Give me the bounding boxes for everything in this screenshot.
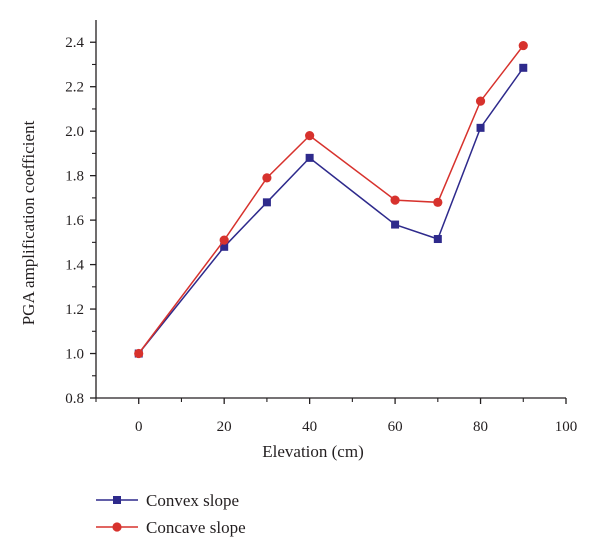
data-point-convex-slope [391, 220, 400, 229]
y-tick-label: 1.4 [65, 258, 84, 274]
y-tick-label: 1.6 [65, 213, 84, 229]
y-tick-label: 0.8 [65, 391, 84, 407]
data-point-concave-slope [518, 40, 528, 51]
data-point-concave-slope [134, 348, 144, 359]
axes: 0.8 1.0 1.2 1.4 1.6 1.8 2.0 2.2 2.4 0 20 40 60 80 100 [65, 20, 577, 435]
data-point-convex-slope [476, 123, 485, 132]
data-point-concave-slope [262, 173, 272, 183]
series-line-convex-slope [138, 67, 524, 354]
x-tick-label: 0 [135, 419, 143, 435]
y-tick-label: 2.4 [65, 35, 84, 51]
data-point-convex-slope [433, 235, 442, 244]
data-point-convex-slope [262, 198, 271, 207]
data-point-concave-slope [305, 131, 315, 141]
data-point-concave-slope [390, 195, 400, 205]
legend: Convex slope Concave slope [96, 491, 246, 537]
x-axis-title: Elevation (cm) [262, 442, 364, 461]
y-tick-label: 2.0 [65, 124, 84, 140]
y-axis-ticks: 0.8 1.0 1.2 1.4 1.6 1.8 2.0 2.2 2.4 [65, 35, 96, 407]
y-tick-label: 2.2 [65, 80, 84, 96]
legend-circle-marker-icon [112, 522, 122, 532]
series-line-concave-slope [138, 45, 524, 354]
y-tick-label: 1.2 [65, 302, 84, 318]
y-axis-title: PGA amplification coefficient [19, 120, 38, 325]
x-tick-label: 100 [555, 419, 578, 435]
y-tick-label: 1.0 [65, 347, 84, 363]
series-concave-slope [134, 40, 528, 359]
series-convex-slope [134, 63, 528, 358]
legend-label-concave-slope: Concave slope [146, 518, 246, 537]
x-tick-label: 80 [473, 419, 488, 435]
data-point-concave-slope [433, 197, 443, 207]
data-point-convex-slope [220, 242, 229, 251]
legend-item-convex-slope: Convex slope [96, 491, 239, 510]
x-tick-label: 20 [217, 419, 232, 435]
data-point-convex-slope [305, 153, 314, 162]
data-point-concave-slope [475, 96, 486, 106]
x-tick-label: 60 [388, 419, 403, 435]
data-point-convex-slope [519, 63, 528, 72]
legend-square-marker-icon [113, 496, 121, 504]
data-point-concave-slope [219, 235, 229, 245]
legend-item-concave-slope: Concave slope [96, 518, 246, 537]
legend-label-convex-slope: Convex slope [146, 491, 239, 510]
x-axis-ticks: 0 20 40 60 80 100 [95, 398, 578, 435]
y-tick-label: 1.8 [65, 169, 84, 185]
x-tick-label: 40 [302, 419, 317, 435]
series-layer [134, 40, 528, 359]
